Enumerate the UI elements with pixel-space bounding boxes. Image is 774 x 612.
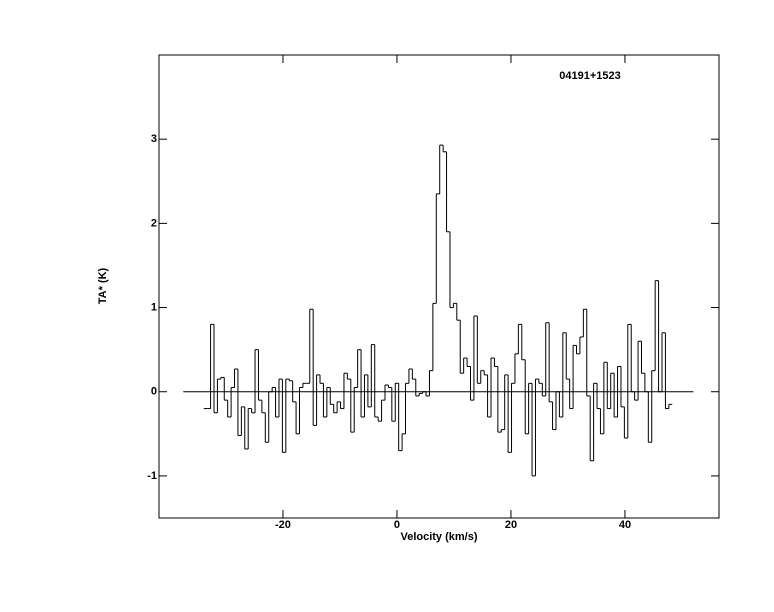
y-tick-label: 3 <box>151 133 157 145</box>
y-tick-label: -1 <box>147 470 157 482</box>
plot-frame <box>158 54 720 519</box>
y-tick-label: 2 <box>151 217 157 229</box>
y-tick-label: 1 <box>151 301 157 313</box>
x-tick-label: -20 <box>275 519 291 531</box>
step-connectors <box>210 145 670 476</box>
x-tick-label: 0 <box>394 519 400 531</box>
x-tick-label: 40 <box>619 519 631 531</box>
x-tick-label: 20 <box>505 519 517 531</box>
x-axis-label: Velocity (km/s) <box>400 531 477 543</box>
y-axis-label: TA* (K) <box>97 267 109 304</box>
y-tick-label: 0 <box>151 386 157 398</box>
chart-title: 04191+1523 <box>559 70 620 82</box>
